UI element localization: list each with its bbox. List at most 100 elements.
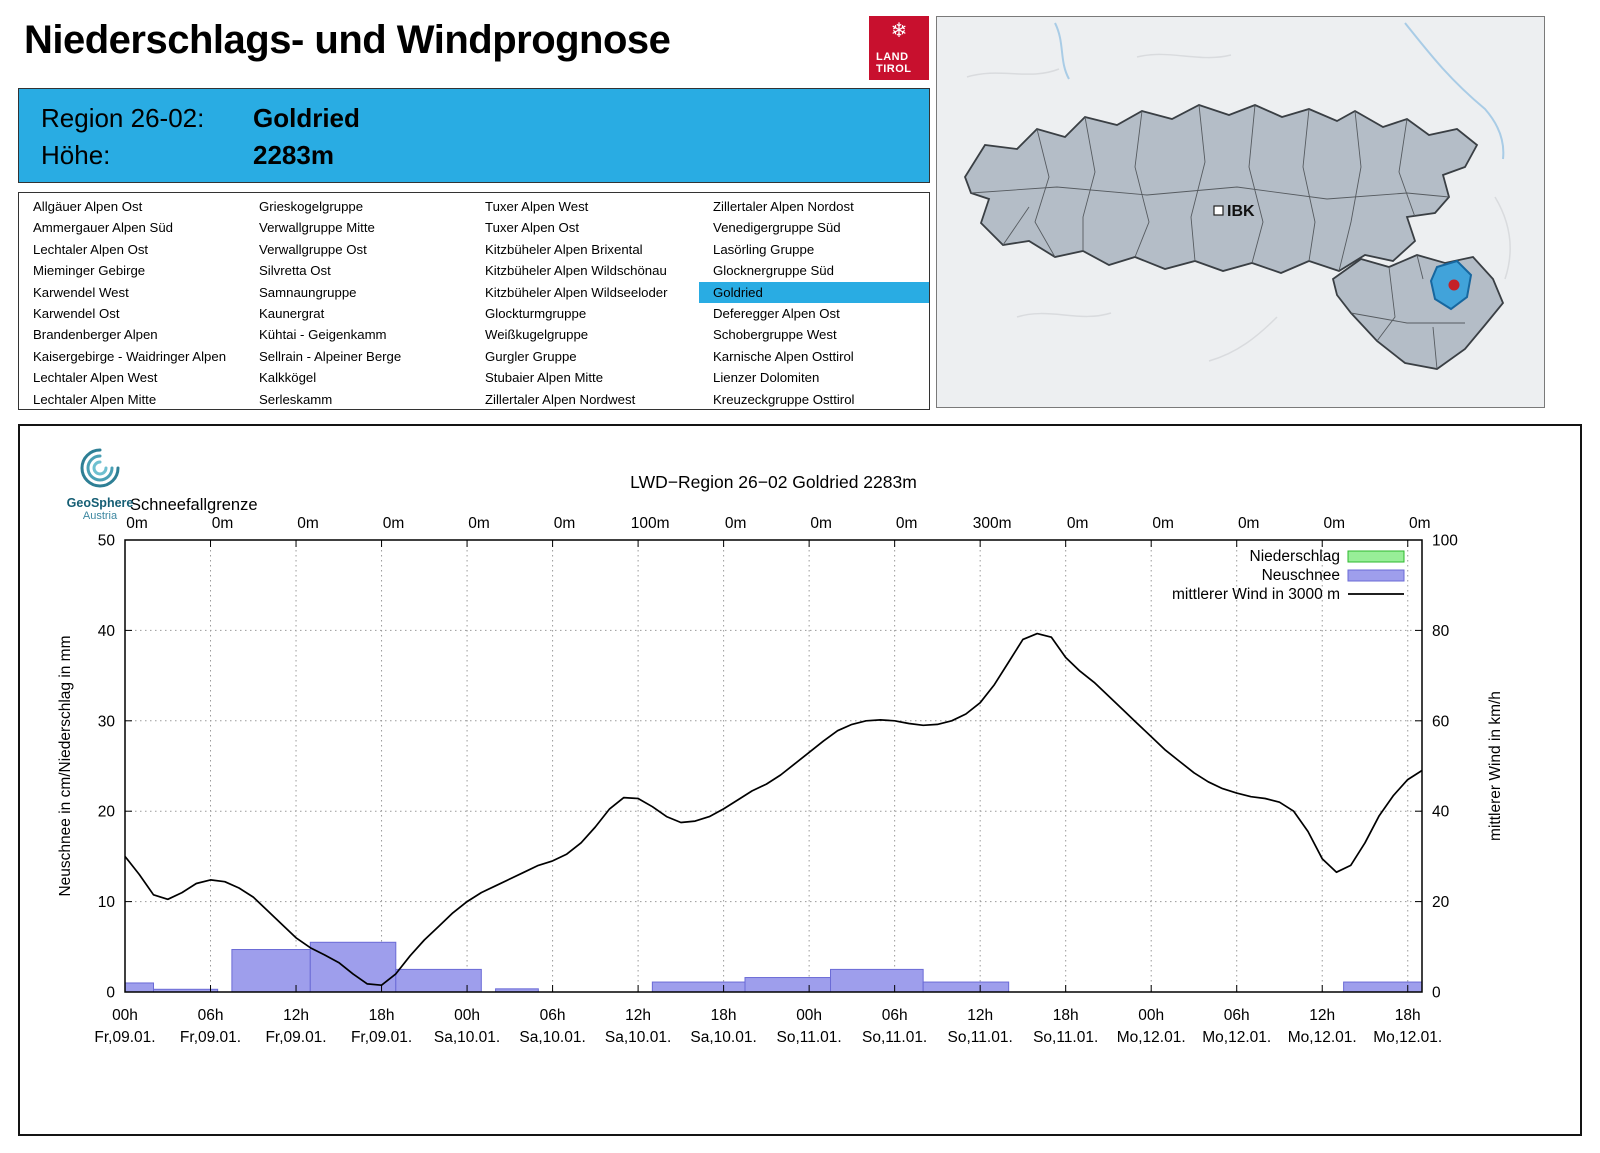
region-list-item[interactable]: Karwendel Ost xyxy=(33,305,120,321)
land-tirol-logo: ❄ LAND TIROL xyxy=(869,16,929,80)
y-left-tick-label: 50 xyxy=(98,533,116,550)
region-column-4: Zillertaler Alpen Nordost Venedigergruppe… xyxy=(699,196,929,410)
land-tirol-logo-text: LAND TIROL xyxy=(876,51,912,75)
map-river xyxy=(1404,22,1505,160)
region-list-item[interactable]: Lasörling Gruppe xyxy=(713,241,815,257)
region-column-3: Tuxer Alpen West Tuxer Alpen Ost Kitzbühel… xyxy=(471,196,699,410)
plot-frame xyxy=(124,539,1423,993)
x-tick-date: Mo,12.01. xyxy=(1288,1029,1357,1046)
region-list-item[interactable]: Lechtaler Alpen Mitte xyxy=(33,391,157,407)
altitude-label: Höhe: xyxy=(41,140,111,170)
snowline-value: 0m xyxy=(126,515,148,532)
region-list-item[interactable]: Ammergauer Alpen Süd xyxy=(33,220,174,236)
region-list-item[interactable]: Kaunergrat xyxy=(259,305,325,321)
x-tick-date: Sa,10.01. xyxy=(605,1029,671,1046)
region-list-item[interactable]: Deferegger Alpen Ost xyxy=(713,305,840,321)
y-right-tick-label: 0 xyxy=(1432,985,1441,1002)
region-list-item[interactable]: Grieskogelgruppe xyxy=(259,199,364,214)
y-left-tick-label: 0 xyxy=(106,985,115,1002)
snowline-value: 0m xyxy=(383,515,405,532)
region-list-item[interactable]: Brandenberger Alpen xyxy=(33,327,158,343)
chart-title: LWD−Region 26−02 Goldried 2283m xyxy=(630,472,917,492)
region-list-item[interactable]: Verwallgruppe Mitte xyxy=(259,220,375,236)
region-list-item[interactable]: Schobergruppe West xyxy=(713,327,837,343)
x-tick-time: 00h xyxy=(454,1007,480,1024)
region-list-item[interactable]: Karnische Alpen Osttirol xyxy=(713,348,854,364)
snowline-value: 0m xyxy=(468,515,490,532)
map-river xyxy=(1054,22,1070,80)
region-info-row: Region 26-02: Goldried xyxy=(41,100,929,137)
region-list-item[interactable]: Serleskamm xyxy=(259,391,333,407)
forecast-chart-panel: 00h Fr,09.01. 0m 06h Fr,09.01. 0m 12h Fr,09.01.… xyxy=(18,424,1582,1136)
neuschnee-bar xyxy=(922,981,1010,993)
region-list-item[interactable]: Mieminger Gebirge xyxy=(33,263,146,279)
region-list-item-selected[interactable]: Goldried xyxy=(699,281,929,303)
logo-line-2: TIROL xyxy=(876,63,912,75)
region-list-item[interactable]: Glockturmgruppe xyxy=(485,305,587,321)
snowflake-icon: ❄ xyxy=(890,20,908,42)
region-list-item[interactable]: Kreuzeckgruppe Osttirol xyxy=(713,391,855,407)
wind-line xyxy=(124,632,1423,987)
x-tick-date: Sa,10.01. xyxy=(434,1029,500,1046)
x-tick-time: 00h xyxy=(796,1007,822,1024)
neuschnee-bar xyxy=(231,949,311,993)
geosphere-country: Austria xyxy=(82,510,118,522)
region-list-item[interactable]: Kitzbüheler Alpen Wildseeloder xyxy=(485,284,668,300)
x-tick-time: 18h xyxy=(1053,1007,1079,1024)
region-list-item[interactable]: Samnaungruppe xyxy=(259,284,357,300)
region-list-item[interactable]: Stubaier Alpen Mitte xyxy=(485,370,604,386)
region-list-item[interactable]: Tuxer Alpen West xyxy=(485,199,589,214)
neuschnee-bar xyxy=(124,982,155,993)
region-list-item[interactable]: Weißkugelgruppe xyxy=(485,327,589,343)
terrain-line xyxy=(1016,312,1112,318)
x-tick-time: 12h xyxy=(283,1007,309,1024)
map-region-east-tirol xyxy=(1331,254,1505,370)
region-list-item[interactable]: Lechtaler Alpen Ost xyxy=(33,241,149,257)
region-list-item[interactable]: Kaisergebirge - Waidringer Alpen xyxy=(33,348,227,364)
y-right-tick-label: 80 xyxy=(1432,623,1450,640)
region-label: Region 26-02: xyxy=(41,103,205,133)
region-list-item[interactable]: Sellrain - Alpeiner Berge xyxy=(259,348,402,364)
geosphere-logo: GeoSphere Austria xyxy=(52,446,148,522)
y-left-tick-label: 30 xyxy=(98,713,116,730)
x-tick-date: Sa,10.01. xyxy=(690,1029,756,1046)
snowline-value: 0m xyxy=(1238,515,1260,532)
tirol-map[interactable]: IBK xyxy=(936,16,1545,408)
y-right-axis-label: mittlerer Wind in km/h xyxy=(1487,691,1504,841)
region-list-item[interactable]: Zillertaler Alpen Nordwest xyxy=(485,391,636,407)
map-region-north-tirol xyxy=(964,104,1479,274)
region-list-item[interactable]: Lechtaler Alpen West xyxy=(33,370,158,386)
terrain-line xyxy=(966,68,1060,78)
region-list-item[interactable]: Kühtai - Geigenkamm xyxy=(259,327,387,343)
region-list-item[interactable]: Allgäuer Alpen Ost xyxy=(33,199,143,214)
y-left-tick-label: 20 xyxy=(98,804,116,821)
region-list-item[interactable]: Zillertaler Alpen Nordost xyxy=(713,199,854,214)
altitude-info-row: Höhe: 2283m xyxy=(41,137,929,174)
region-list-item[interactable]: Verwallgruppe Ost xyxy=(259,241,367,257)
region-list-item[interactable]: Tuxer Alpen Ost xyxy=(485,220,580,236)
x-tick-date: Fr,09.01. xyxy=(351,1029,412,1046)
legend-swatch-neuschnee xyxy=(1347,569,1405,582)
region-list-item[interactable]: Kalkkögel xyxy=(259,370,317,386)
x-tick-time: 18h xyxy=(711,1007,737,1024)
region-list-item[interactable]: Venedigergruppe Süd xyxy=(713,220,841,236)
snowline-value: 0m xyxy=(1409,515,1431,532)
altitude-value: 2283m xyxy=(253,140,334,170)
x-tick-date: Fr,09.01. xyxy=(180,1029,241,1046)
terrain-line xyxy=(1208,316,1278,362)
region-list-item[interactable]: Lienzer Dolomiten xyxy=(713,370,820,386)
region-list-item[interactable]: Gurgler Gruppe xyxy=(485,348,577,364)
y-left-axis-label: Neuschnee in cm/Niederschlag in mm xyxy=(57,635,74,896)
region-list-item[interactable]: Glocknergruppe Süd xyxy=(713,263,834,279)
x-tick-date: Mo,12.01. xyxy=(1117,1029,1186,1046)
region-list-item[interactable]: Kitzbüheler Alpen Brixental xyxy=(485,241,643,257)
terrain-line xyxy=(1136,53,1232,59)
region-list-item[interactable]: Karwendel West xyxy=(33,284,129,300)
neuschnee-bar xyxy=(651,981,746,993)
snowline-value: 0m xyxy=(1152,515,1174,532)
legend-label-wind: mittlerer Wind in 3000 m xyxy=(1172,586,1340,603)
region-list-item[interactable]: Kitzbüheler Alpen Wildschönau xyxy=(485,263,667,279)
snowline-value: 0m xyxy=(896,515,918,532)
region-list-item[interactable]: Silvretta Ost xyxy=(259,263,331,279)
x-tick-date: So,11.01. xyxy=(862,1029,927,1046)
